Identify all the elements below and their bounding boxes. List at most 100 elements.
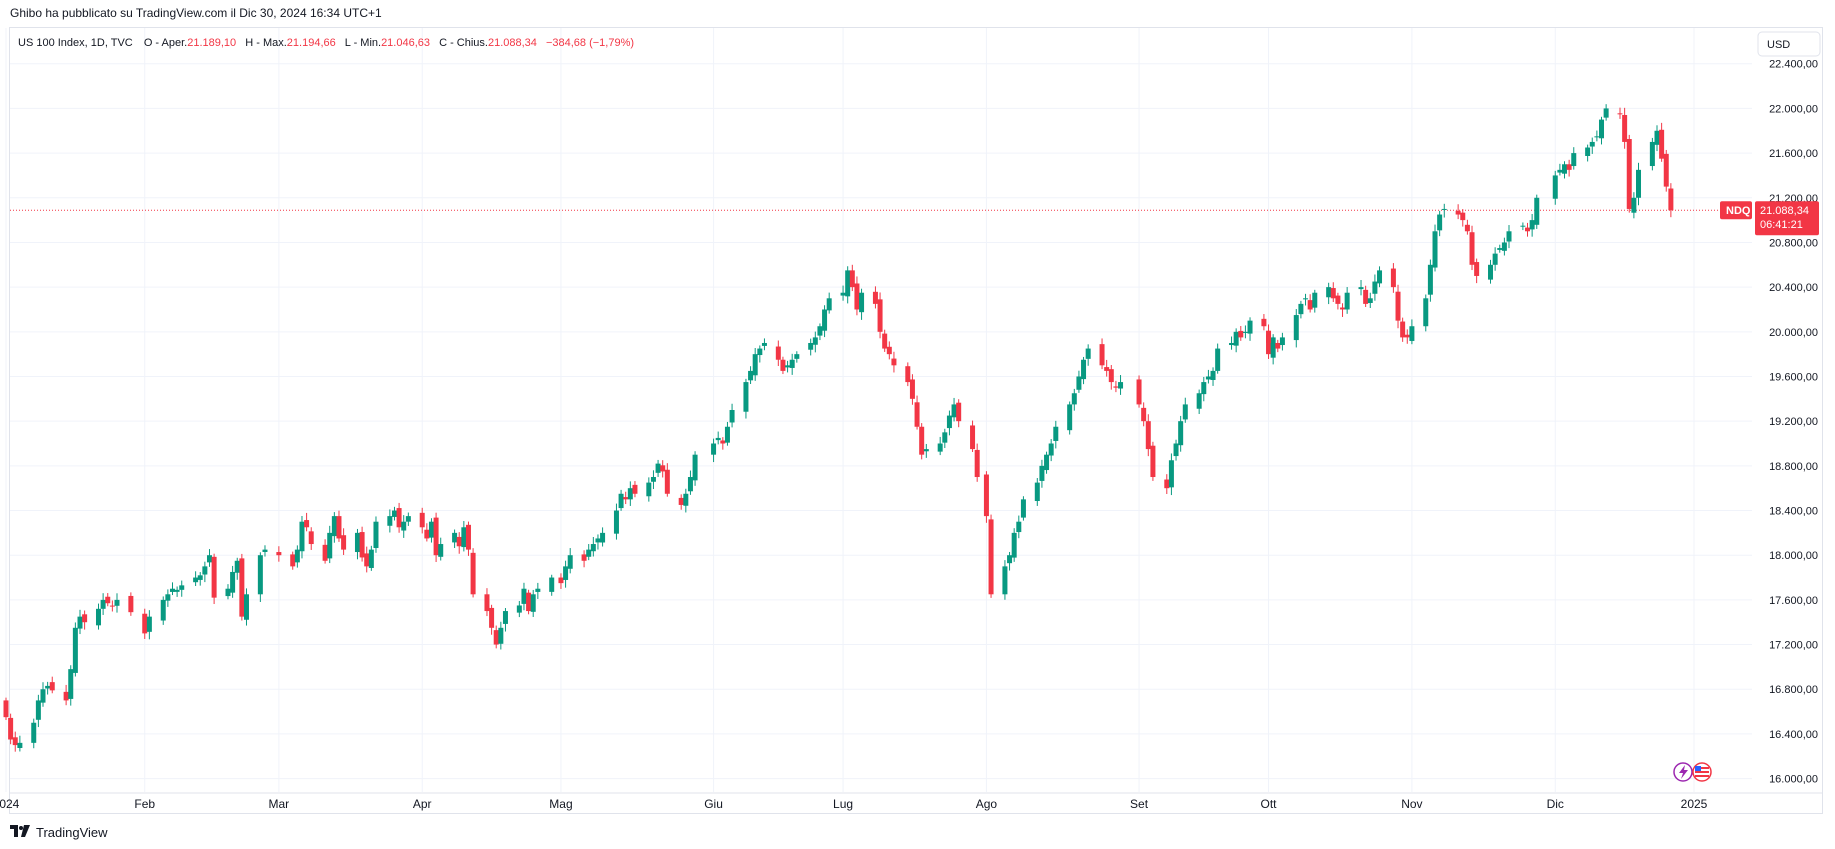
candle <box>179 580 185 597</box>
candle <box>909 374 915 405</box>
candle-body <box>646 482 652 497</box>
price-tick-label: 16.400,00 <box>1769 729 1818 741</box>
candle-body <box>530 594 536 612</box>
candle-body <box>1585 147 1591 156</box>
candle-body <box>923 449 929 452</box>
candle <box>45 681 51 695</box>
lightning-icon[interactable] <box>1673 762 1693 782</box>
candle <box>590 536 596 557</box>
candle-body <box>660 465 666 472</box>
currency-button[interactable]: USD <box>1757 31 1821 57</box>
candle <box>1201 376 1207 402</box>
candle <box>299 515 305 559</box>
candle-body <box>942 432 948 443</box>
time-tick-label: Set <box>1130 797 1149 811</box>
candle-body <box>1016 521 1022 533</box>
candle-body <box>174 589 180 592</box>
time-tick-label: Mar <box>269 797 290 811</box>
candle <box>202 561 208 583</box>
candle <box>549 574 555 596</box>
currency-label: USD <box>1767 39 1790 51</box>
candle-body <box>456 536 462 547</box>
candle <box>1270 336 1276 365</box>
candle <box>1247 317 1253 341</box>
candle <box>752 348 758 381</box>
candle <box>1469 225 1475 271</box>
legend-high-prefix: H - Max. <box>245 37 287 49</box>
candle-body <box>1002 566 1008 595</box>
candle-body <box>109 605 115 607</box>
candle-body <box>331 516 337 537</box>
candle-body <box>1492 253 1498 265</box>
candle-body <box>1178 421 1184 446</box>
candle <box>877 292 883 339</box>
candle <box>1358 279 1364 296</box>
candle <box>1113 380 1119 393</box>
candle-body <box>822 309 828 331</box>
candle <box>1007 551 1013 571</box>
candle <box>35 694 41 728</box>
candle <box>1589 137 1595 154</box>
candle <box>1603 104 1609 121</box>
time-tick-label: Feb <box>134 797 155 811</box>
candle <box>1617 107 1623 119</box>
candle-body <box>970 425 976 450</box>
candle-body <box>1529 220 1535 230</box>
candle <box>1044 451 1050 474</box>
candle <box>498 621 504 650</box>
candle <box>1279 332 1285 351</box>
candle <box>1196 389 1202 414</box>
candle <box>1164 474 1170 494</box>
candle-body <box>1525 227 1531 232</box>
candle <box>1071 388 1077 411</box>
candle <box>354 528 360 560</box>
candle <box>169 582 175 596</box>
candle <box>1599 116 1605 145</box>
us-flag-icon[interactable] <box>1692 762 1712 782</box>
candle-body <box>595 538 601 543</box>
candle <box>1182 397 1188 423</box>
candle-body <box>581 554 587 561</box>
candle-body <box>1649 141 1655 167</box>
candle-body <box>678 497 684 505</box>
candle <box>1150 441 1156 481</box>
candle <box>1173 439 1179 461</box>
candle-body <box>142 613 148 634</box>
candle <box>1233 328 1239 353</box>
candle <box>211 553 217 605</box>
candle <box>1372 274 1378 301</box>
candle-body <box>1663 153 1669 187</box>
candle-body <box>35 700 41 720</box>
candle <box>359 526 365 562</box>
candle-body <box>8 717 14 740</box>
candle-body <box>169 588 175 592</box>
candle <box>1298 300 1304 319</box>
candle <box>290 551 296 570</box>
legend-close-value: 21.088,34 <box>488 37 537 49</box>
candle-body <box>1293 315 1299 341</box>
candle <box>1474 258 1480 284</box>
candle-body <box>489 607 495 628</box>
candle <box>623 491 629 505</box>
candle-body <box>359 532 365 558</box>
candle <box>942 428 948 449</box>
candle-body <box>364 553 370 567</box>
candle-body <box>304 520 310 528</box>
candle-body <box>1363 289 1369 304</box>
candle-body <box>974 449 980 478</box>
candle-body <box>1427 264 1433 295</box>
candle <box>563 560 569 588</box>
candle-body <box>516 605 522 613</box>
candle <box>808 338 814 356</box>
candle-body <box>1168 460 1174 488</box>
candle <box>1390 263 1396 293</box>
candle-body <box>775 346 781 360</box>
candle-body <box>729 410 735 423</box>
candle <box>225 584 231 600</box>
candle-body <box>341 535 347 550</box>
candle-body <box>336 516 342 539</box>
candle <box>428 518 434 543</box>
candle <box>1020 496 1026 521</box>
chart-frame <box>9 27 1823 814</box>
